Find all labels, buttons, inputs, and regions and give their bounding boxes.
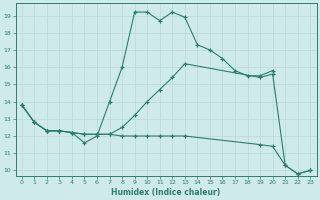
X-axis label: Humidex (Indice chaleur): Humidex (Indice chaleur): [111, 188, 221, 197]
